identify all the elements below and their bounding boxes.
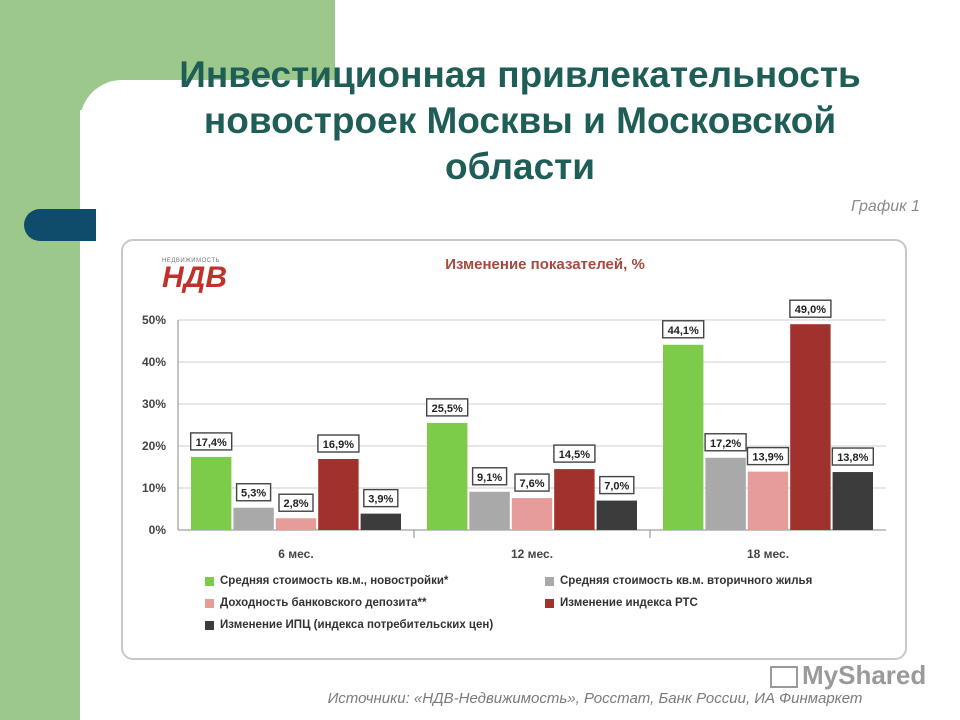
legend-label: Изменение индекса РТС [560, 597, 698, 609]
data-label: 25,5% [432, 403, 463, 415]
watermark-text: MyShared [802, 660, 927, 690]
chart-title: Изменение показателей, % [445, 256, 645, 273]
legend-swatch [205, 598, 214, 608]
data-label: 13,9% [752, 452, 783, 464]
legend-swatch [205, 576, 214, 586]
data-label: 7,6% [519, 478, 544, 490]
bar [705, 457, 746, 530]
x-tick-label: 12 мес. [511, 547, 553, 561]
decor-pill [24, 209, 96, 241]
data-label: 5,3% [241, 488, 266, 500]
data-label-box [553, 444, 596, 463]
slide-title: Инвестиционная привлекательность новостр… [80, 52, 960, 190]
bar [790, 324, 831, 530]
data-label-box [235, 483, 272, 502]
legend-label: Средняя стоимость кв.м., новостройки* [220, 575, 449, 587]
legend-label: Доходность банковского депозита** [220, 597, 427, 609]
title-line-2: новостроек Москвы и Московской [203, 100, 837, 141]
data-label-box [189, 432, 233, 451]
data-label-box [514, 473, 550, 492]
y-tick-label: 10% [142, 481, 166, 495]
data-label: 9,1% [477, 472, 502, 484]
legend-item: Доходность банковского депозита** [205, 597, 426, 609]
y-tick-label: 30% [142, 397, 166, 411]
bar [747, 471, 789, 530]
bar [191, 456, 232, 530]
data-label-box [278, 493, 314, 512]
legend-swatch [545, 598, 554, 608]
data-label-box [662, 320, 705, 339]
bar [469, 491, 510, 530]
data-label-box [317, 434, 360, 453]
bar [427, 422, 468, 530]
legend-swatch [205, 620, 214, 630]
bar [554, 469, 595, 530]
y-tick-label: 0% [149, 523, 167, 537]
x-tick-label: 18 мес. [747, 547, 789, 561]
bar [663, 344, 704, 530]
data-label-box [426, 398, 469, 417]
bar [233, 507, 274, 530]
logo-big-text: НДВ [162, 261, 227, 294]
data-label: 14,5% [559, 449, 590, 461]
data-label: 17,4% [196, 437, 227, 449]
bar [360, 513, 401, 530]
graph-number-label: График 1 [851, 198, 920, 215]
title-line-1: Инвестиционная привлекательность [179, 54, 861, 95]
watermark-icon [770, 666, 798, 689]
y-tick-label: 20% [142, 439, 166, 453]
legend-item: Изменение индекса РТС [545, 597, 698, 609]
y-tick-label: 50% [142, 313, 166, 327]
data-label: 13,8% [837, 452, 868, 464]
x-tick-label: 6 мес. [278, 547, 313, 561]
bar [596, 500, 637, 530]
sources-text: Источники: «НДВ-Недвижимость», Росстат, … [327, 690, 863, 707]
data-label: 2,8% [283, 498, 308, 510]
bar [832, 472, 873, 530]
data-label-box [704, 433, 747, 452]
data-label: 17,2% [710, 438, 741, 450]
data-label-box [789, 299, 832, 318]
data-label-box [831, 447, 874, 466]
logo-small-text: НЕДВИЖИМОСТЬ [162, 258, 220, 264]
bar [275, 518, 317, 530]
data-label-box [599, 475, 635, 495]
legend-item: Средняя стоимость кв.м. вторичного жилья [545, 575, 812, 587]
legend-item: Изменение ИПЦ (индекса потребительских ц… [205, 619, 493, 631]
data-label: 3,9% [368, 494, 393, 506]
watermark: MyShared [770, 660, 926, 691]
ndv-logo: НЕДВИЖИМОСТЬ НДВ [162, 258, 242, 298]
bar [511, 498, 553, 530]
data-label: 16,9% [323, 439, 354, 451]
data-label: 7,0% [604, 481, 629, 493]
bar [318, 459, 359, 530]
legend-label: Средняя стоимость кв.м. вторичного жилья [560, 575, 813, 587]
title-line-3: области [444, 146, 596, 187]
data-label-box [363, 488, 399, 508]
data-label-box [471, 467, 508, 486]
legend-label: Изменение ИПЦ (индекса потребительских ц… [220, 619, 494, 631]
left-decor-band [0, 0, 80, 720]
legend-swatch [545, 576, 554, 586]
data-label: 49,0% [795, 304, 826, 316]
data-label: 44,1% [668, 325, 699, 337]
legend-item: Средняя стоимость кв.м., новостройки* [205, 575, 448, 587]
data-label-box [746, 446, 790, 466]
y-tick-label: 40% [142, 355, 166, 369]
